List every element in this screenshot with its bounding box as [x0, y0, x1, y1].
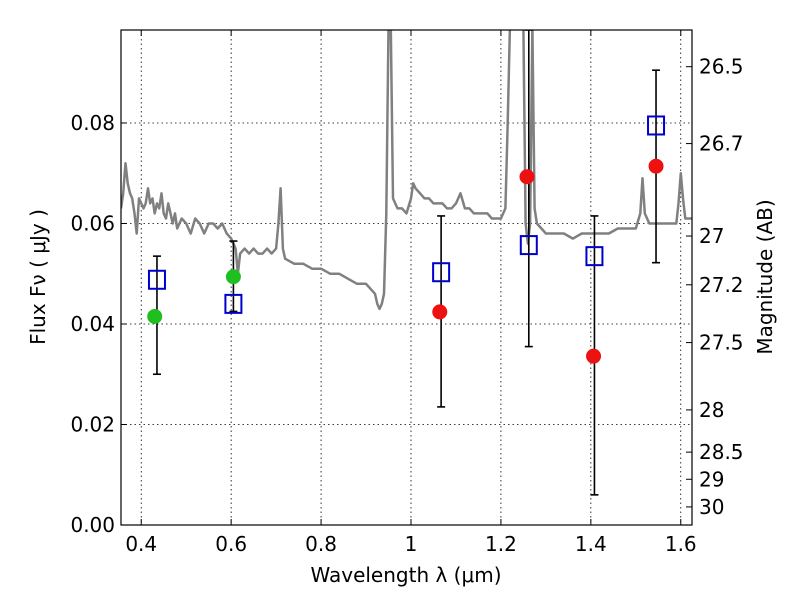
x-tick-label: 1.6: [665, 532, 697, 556]
data-point-square: [432, 262, 451, 283]
marker-layer: [147, 115, 666, 364]
x-axis-label: Wavelength λ (μm): [310, 563, 501, 587]
model-spectrum-line: [121, 30, 692, 311]
y2-tick-label: 27.5: [699, 331, 744, 355]
data-point-circle: [225, 269, 241, 285]
y2-tick-label: 26.5: [699, 55, 744, 79]
data-point-circle: [519, 169, 535, 185]
y2-tick-label: 27.2: [699, 273, 744, 297]
y2-tick-label: 30: [699, 495, 724, 519]
data-point-square: [224, 293, 243, 314]
y-tick-label: 0.02: [70, 412, 115, 436]
x-axis-ticks: 0.4 0.6 0.8 1 1.2 1.4 1.6: [125, 30, 697, 556]
data-point-square: [147, 269, 166, 290]
y2-axis-ticks: 26.5 26.7 27 27.2 27.5 28 28.5 29 30: [686, 55, 744, 519]
y-axis-ticks: 0.00 0.02 0.04 0.06 0.08: [70, 111, 127, 537]
y-tick-label: 0.06: [70, 211, 115, 235]
data-point-square: [585, 246, 604, 267]
model-spectrum-layer: [121, 30, 692, 311]
data-point-circle: [432, 304, 448, 320]
data-point-circle: [648, 158, 664, 174]
x-tick-label: 0.8: [305, 532, 337, 556]
x-tick-label: 1: [405, 532, 418, 556]
y-tick-label: 0.04: [70, 312, 115, 336]
y-axis-label: Flux Fν ( μJy ): [26, 209, 50, 345]
y2-tick-label: 26.7: [699, 132, 744, 156]
y-tick-label: 0.08: [70, 111, 115, 135]
y2-axis-label: Magnitude (AB): [753, 199, 777, 354]
x-tick-label: 0.4: [125, 532, 157, 556]
data-point-circle: [147, 308, 163, 324]
y2-tick-label: 28.5: [699, 440, 744, 464]
x-tick-label: 1.4: [575, 532, 607, 556]
y2-tick-label: 28: [699, 398, 724, 422]
data-point-square: [519, 235, 538, 256]
data-point-circle: [586, 348, 602, 364]
data-point-square: [647, 115, 666, 136]
y2-tick-label: 29: [699, 467, 724, 491]
x-tick-label: 0.6: [215, 532, 247, 556]
x-tick-label: 1.2: [485, 532, 517, 556]
plot-frame: [120, 29, 693, 526]
y2-tick-label: 27: [699, 224, 724, 248]
y-tick-label: 0.00: [70, 513, 115, 537]
